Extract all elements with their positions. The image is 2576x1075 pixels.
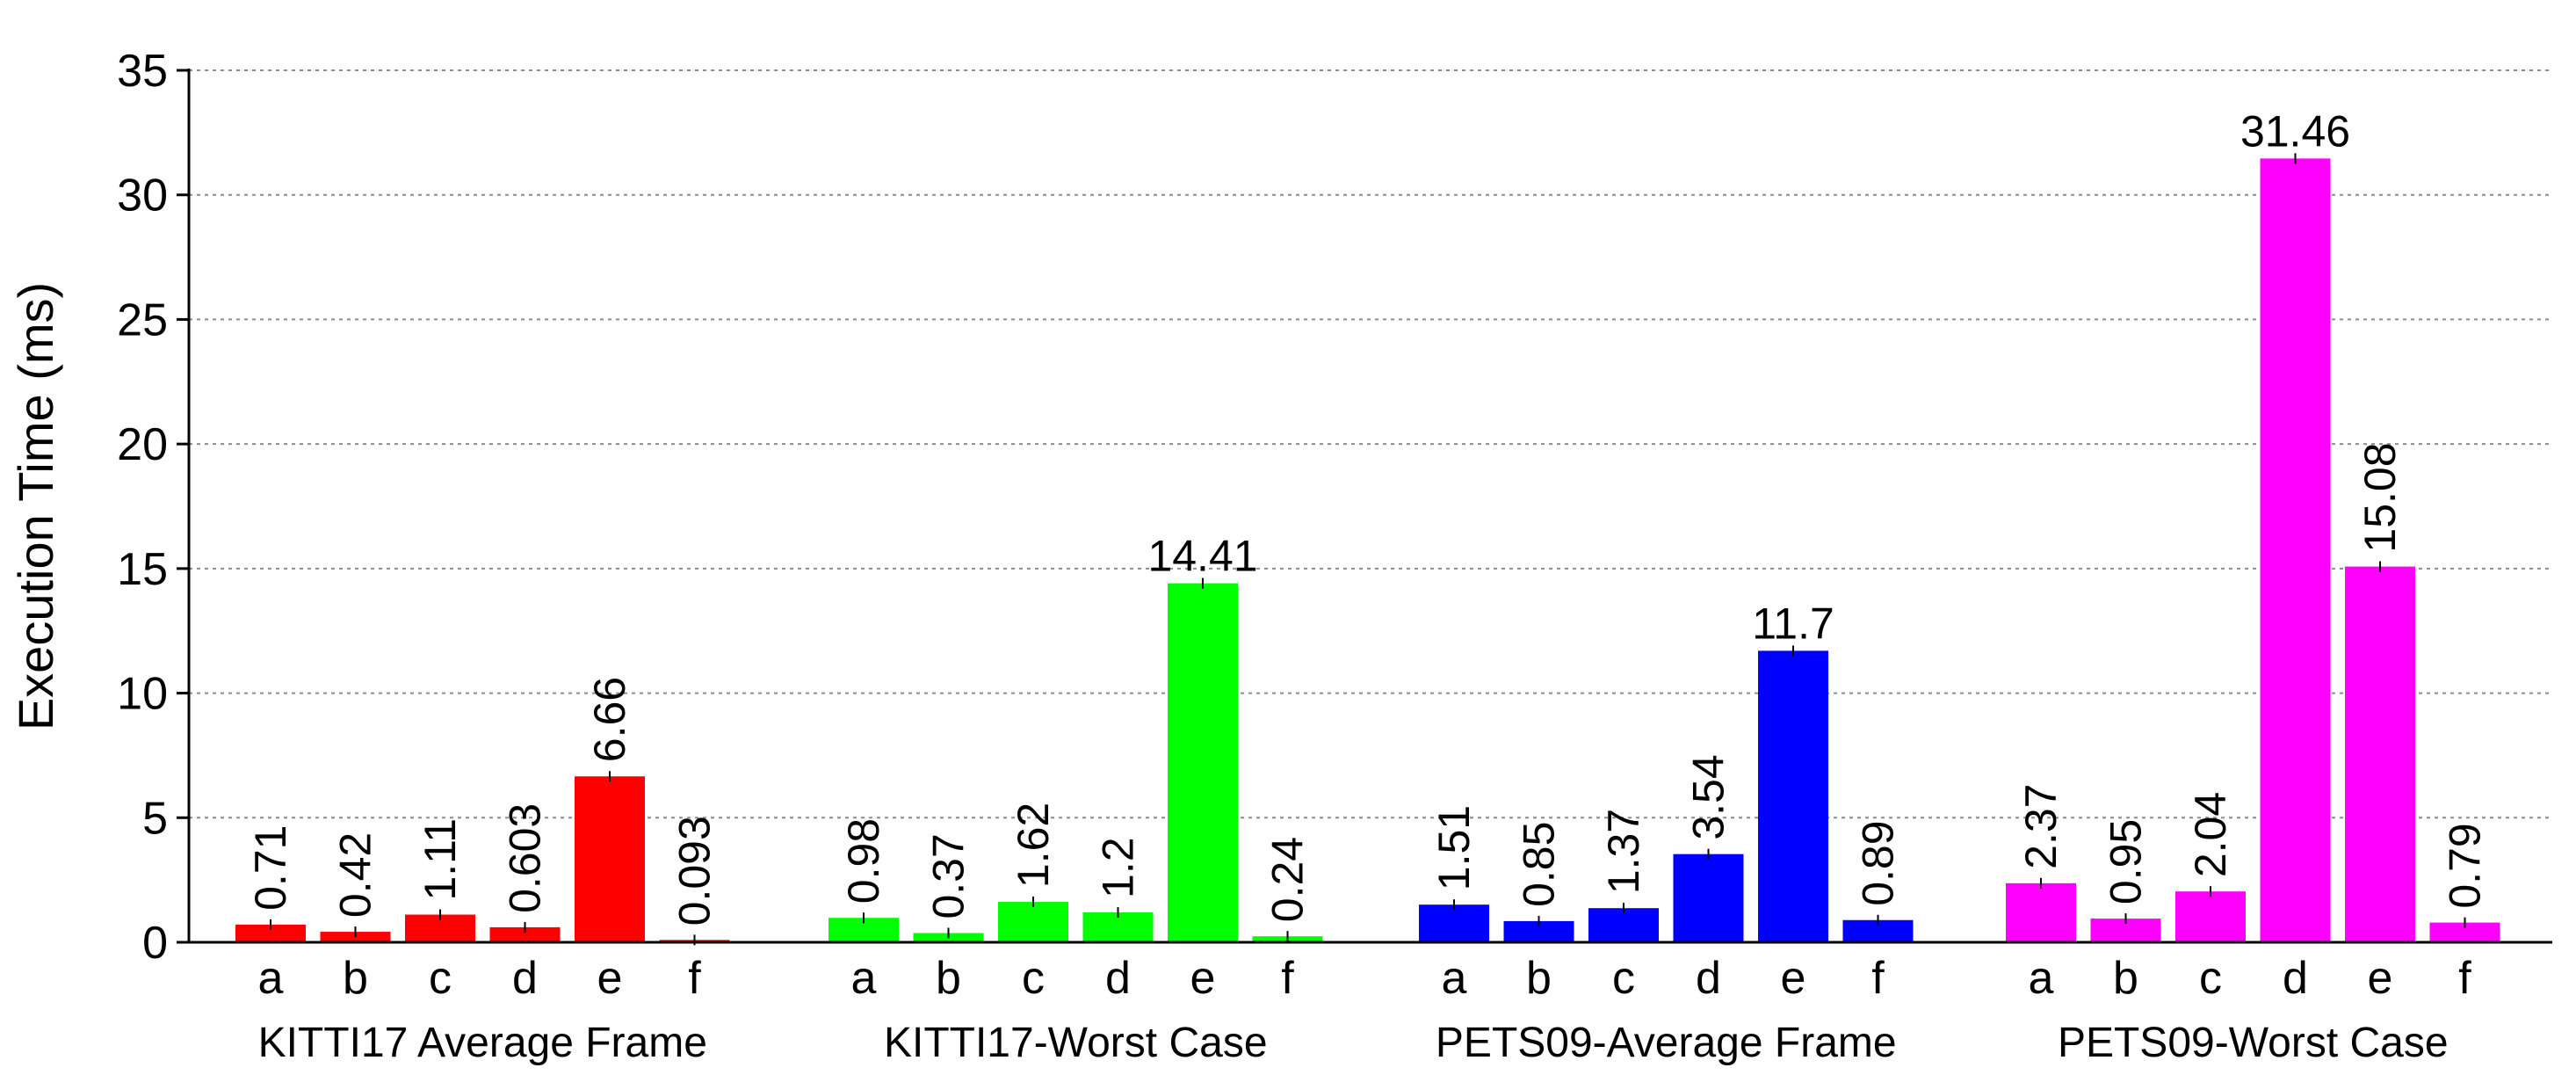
y-tick-label: 10: [117, 669, 168, 720]
data-label: 0.37: [924, 833, 973, 919]
group-label: KITTI17-Worst Case: [884, 1020, 1268, 1066]
x-tick-label: f: [2458, 953, 2471, 1004]
label-layer: 0 5 10 15 20 25 30 35 Execution Time (ms) 0.71 a 0.…: [8, 46, 2490, 1066]
data-label: 1.62: [1009, 803, 1058, 888]
x-tick-label: b: [936, 953, 961, 1004]
axis-layer: [177, 69, 2552, 944]
x-tick-label: d: [1696, 953, 1721, 1004]
data-label: 0.71: [246, 825, 295, 911]
group-label: PETS09-Average Frame: [1436, 1020, 1897, 1066]
x-tick-label: e: [1190, 953, 1216, 1004]
data-label: 15.08: [2355, 442, 2405, 552]
bar-e: [575, 776, 645, 942]
bar-e: [1168, 583, 1238, 942]
data-label: 0.24: [1263, 837, 1313, 922]
bar-d: [2260, 158, 2331, 942]
data-label: 0.89: [1854, 820, 1903, 905]
data-label: 0.093: [670, 816, 720, 926]
x-tick-label: d: [512, 953, 538, 1004]
x-tick-label: b: [1526, 953, 1552, 1004]
data-label: 0.98: [839, 818, 888, 904]
x-tick-label: b: [343, 953, 368, 1004]
bar-a: [235, 924, 306, 942]
data-label: 0.603: [501, 803, 550, 913]
x-tick-label: c: [1612, 953, 1635, 1004]
grid-layer: [189, 69, 2552, 819]
data-label: 0.42: [331, 832, 380, 918]
x-tick-label: a: [851, 953, 877, 1004]
x-tick-label: f: [1281, 953, 1294, 1004]
bar-e: [2345, 566, 2415, 942]
bar-e: [1758, 650, 1828, 942]
x-tick-label: d: [2283, 953, 2308, 1004]
data-label: 2.37: [2016, 783, 2066, 868]
x-tick-label: c: [2199, 953, 2222, 1004]
y-tick-label: 25: [117, 294, 168, 345]
x-tick-label: c: [1022, 953, 1045, 1004]
data-label: 6.66: [585, 677, 634, 762]
bar-a: [2006, 883, 2076, 942]
x-tick-label: e: [1781, 953, 1806, 1004]
data-label: 2.04: [2186, 792, 2235, 877]
y-tick-label: 5: [142, 793, 168, 844]
bar-layer: [235, 153, 2500, 946]
group-label: PETS09-Worst Case: [2058, 1020, 2449, 1066]
bar-f: [2429, 922, 2500, 942]
data-label: 0.85: [1515, 822, 1564, 907]
y-tick-label: 30: [117, 171, 168, 222]
bar-c: [2175, 891, 2246, 942]
y-tick-label: 35: [117, 46, 168, 97]
bar-c: [998, 902, 1068, 942]
y-tick-label: 0: [142, 918, 168, 969]
data-label: 31.46: [2240, 106, 2350, 156]
bar-a: [1419, 904, 1489, 942]
data-label: 0.95: [2102, 819, 2151, 904]
x-tick-label: a: [258, 953, 284, 1004]
x-tick-label: c: [429, 953, 452, 1004]
x-tick-label: d: [1105, 953, 1131, 1004]
y-tick-label: 15: [117, 544, 168, 595]
group-label: KITTI17 Average Frame: [258, 1020, 707, 1066]
x-tick-label: f: [688, 953, 701, 1004]
data-label: 1.11: [416, 818, 465, 901]
x-tick-label: f: [1871, 953, 1885, 1004]
data-label: 11.7: [1752, 599, 1834, 648]
x-tick-label: a: [2029, 953, 2054, 1004]
data-label: 14.41: [1147, 532, 1257, 581]
y-axis-title: Execution Time (ms): [8, 282, 63, 730]
data-label: 0.79: [2441, 823, 2490, 908]
data-label: 3.54: [1684, 754, 1733, 839]
data-label: 1.51: [1429, 805, 1479, 890]
y-tick-label: 20: [117, 419, 168, 470]
x-tick-label: b: [2113, 953, 2138, 1004]
x-tick-label: e: [597, 953, 623, 1004]
x-tick-label: a: [1442, 953, 1467, 1004]
bar-c: [1588, 908, 1659, 942]
data-label: 1.37: [1599, 809, 1648, 894]
bar-d: [1673, 853, 1744, 942]
bar-d: [489, 926, 561, 942]
x-tick-label: e: [2368, 953, 2393, 1004]
data-label: 1.2: [1094, 837, 1143, 898]
